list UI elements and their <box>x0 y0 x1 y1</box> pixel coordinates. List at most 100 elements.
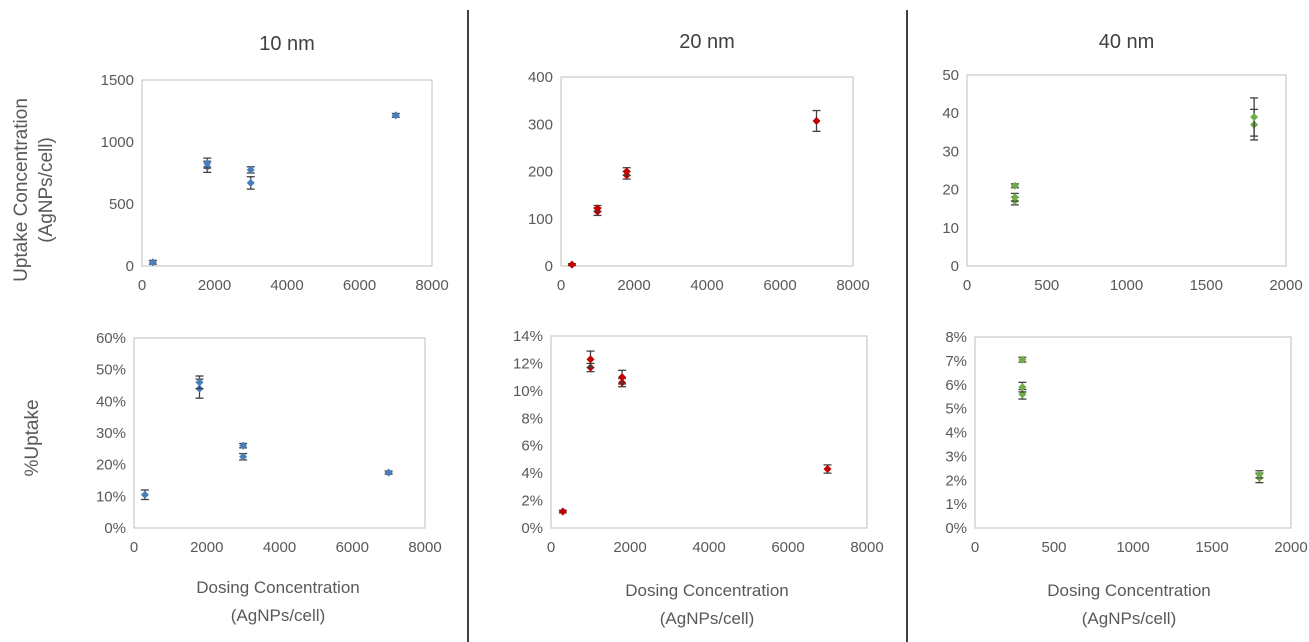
p20_uptake-data-point <box>567 260 576 269</box>
xlabel-40nm-line1: Dosing Concentration <box>1047 581 1210 600</box>
p40_uptake-xtick-label: 1500 <box>1190 277 1223 294</box>
p40_pct-data-point <box>1018 383 1027 392</box>
p40_pct-ytick-label: 6% <box>945 377 967 394</box>
p20_uptake-ytick-label: 100 <box>528 211 553 228</box>
p10_pct-data-point <box>384 468 393 477</box>
p10_pct-data-point <box>239 452 248 461</box>
p20_uptake-plot-area <box>560 76 854 267</box>
p40_uptake-data-point <box>1250 112 1259 122</box>
p10_pct-xtick-label: 2000 <box>190 539 223 556</box>
p10_uptake-xtick-label: 0 <box>138 277 146 294</box>
p20_pct-ytick-label: 12% <box>513 355 543 372</box>
p20_pct-xtick-label: 6000 <box>771 539 804 556</box>
p10_pct-ytick-label: 10% <box>96 488 126 505</box>
p10_uptake-xtick-label: 8000 <box>415 277 448 294</box>
p10_pct-ytick-label: 50% <box>96 362 126 379</box>
p20_pct-data-point <box>558 507 567 516</box>
p10_uptake-ytick-label: 1500 <box>101 72 134 89</box>
p40_pct-xtick-label: 1000 <box>1116 539 1149 556</box>
p40_uptake-xtick-label: 500 <box>1034 277 1059 294</box>
p10_uptake-ytick-label: 0 <box>126 258 134 275</box>
p40_pct-ytick-label: 5% <box>945 401 967 418</box>
p20_uptake-data-point <box>593 204 602 213</box>
p10_uptake-ytick-label: 500 <box>109 196 134 213</box>
p40_uptake-data-point <box>1010 181 1019 190</box>
p10_uptake-data-point <box>203 159 212 168</box>
xlabel-10nm-line2: (AgNPs/cell) <box>231 606 325 625</box>
p40_uptake-xtick-label: 1000 <box>1110 277 1143 294</box>
p10_pct-data-point <box>195 378 204 387</box>
p20_uptake-xtick-label: 2000 <box>617 277 650 294</box>
p20_pct-data-point <box>823 465 832 474</box>
p20_pct-plot-area <box>550 335 868 529</box>
p20_pct-ytick-label: 4% <box>521 465 543 482</box>
p20_pct-xtick-label: 8000 <box>850 539 883 556</box>
p10_pct-ytick-label: 20% <box>96 457 126 474</box>
p10_pct-xtick-label: 4000 <box>263 539 296 556</box>
ylabel-top-line1: Uptake Concentration <box>11 98 32 282</box>
p40_uptake-plot-area <box>966 74 1287 267</box>
xlabel-20nm-line1: Dosing Concentration <box>625 581 788 600</box>
p40_uptake-ytick-label: 10 <box>942 220 959 237</box>
p10_uptake-plot-area <box>141 79 433 267</box>
p40_pct-xtick-label: 2000 <box>1274 539 1307 556</box>
p40_uptake-ytick-label: 50 <box>942 67 959 84</box>
ylabel-top-line2: (AgNPs/cell) <box>36 137 57 243</box>
p40_uptake-xtick-label: 0 <box>963 277 971 294</box>
p10_pct-ytick-label: 60% <box>96 330 126 347</box>
p40_pct-xtick-label: 500 <box>1041 539 1066 556</box>
p20_pct-data-point <box>618 373 627 382</box>
p40_pct-ytick-label: 4% <box>945 425 967 442</box>
p10_pct-plot-area <box>133 337 426 529</box>
p20_pct-ytick-label: 14% <box>513 328 543 345</box>
p40_pct-ytick-label: 7% <box>945 353 967 370</box>
p40_pct-data-point <box>1018 355 1027 364</box>
p20_uptake-data-point <box>622 167 631 176</box>
p20_uptake-ytick-label: 400 <box>528 69 553 86</box>
p40_pct-xtick-label: 0 <box>971 539 979 556</box>
p20_pct-ytick-label: 0% <box>521 520 543 537</box>
p20_uptake-xtick-label: 0 <box>557 277 565 294</box>
p10_uptake-title: 10 nm <box>259 33 315 55</box>
p20_uptake-title: 20 nm <box>679 31 735 53</box>
p10_uptake-data-point <box>246 165 255 174</box>
p10_uptake-data-point <box>148 258 157 267</box>
p10_uptake-data-point <box>391 111 400 120</box>
p10_uptake-xtick-label: 2000 <box>198 277 231 294</box>
p20_pct-ytick-label: 8% <box>521 410 543 427</box>
p40_pct-ytick-label: 0% <box>945 520 967 537</box>
p20_pct-xtick-label: 2000 <box>613 539 646 556</box>
p40_pct-ytick-label: 2% <box>945 472 967 489</box>
p40_pct-data-point <box>1255 470 1264 479</box>
p40_pct-ytick-label: 3% <box>945 448 967 465</box>
p10_pct-data-point <box>239 441 248 450</box>
p20_pct-ytick-label: 2% <box>521 493 543 510</box>
p10_uptake-data-point <box>246 178 255 187</box>
p20_uptake-xtick-label: 4000 <box>690 277 723 294</box>
p20_uptake-xtick-label: 8000 <box>836 277 869 294</box>
p20_pct-ytick-label: 10% <box>513 383 543 400</box>
p10_pct-xtick-label: 0 <box>130 539 138 556</box>
p20_pct-xtick-label: 0 <box>547 539 555 556</box>
p40_uptake-ytick-label: 30 <box>942 143 959 160</box>
p10_pct-data-point <box>140 490 149 499</box>
p10_pct-ytick-label: 0% <box>104 520 126 537</box>
p10_pct-ytick-label: 30% <box>96 425 126 442</box>
xlabel-10nm-line1: Dosing Concentration <box>196 578 359 597</box>
p20_uptake-data-point <box>812 116 821 125</box>
p40_uptake-ytick-label: 0 <box>951 258 959 275</box>
xlabel-20nm-line2: (AgNPs/cell) <box>660 609 754 628</box>
p10_uptake-xtick-label: 4000 <box>270 277 303 294</box>
p20_pct-data-point <box>586 355 595 364</box>
p10_uptake-xtick-label: 6000 <box>343 277 376 294</box>
p10_pct-xtick-label: 8000 <box>408 539 441 556</box>
p40_pct-xtick-label: 1500 <box>1195 539 1228 556</box>
p40_pct-ytick-label: 1% <box>945 496 967 513</box>
p40_pct-ytick-label: 8% <box>945 329 967 346</box>
p20_pct-xtick-label: 4000 <box>692 539 725 556</box>
p20_uptake-ytick-label: 200 <box>528 164 553 181</box>
p20_pct-ytick-label: 6% <box>521 438 543 455</box>
p10_pct-xtick-label: 6000 <box>336 539 369 556</box>
p20_uptake-xtick-label: 6000 <box>763 277 796 294</box>
